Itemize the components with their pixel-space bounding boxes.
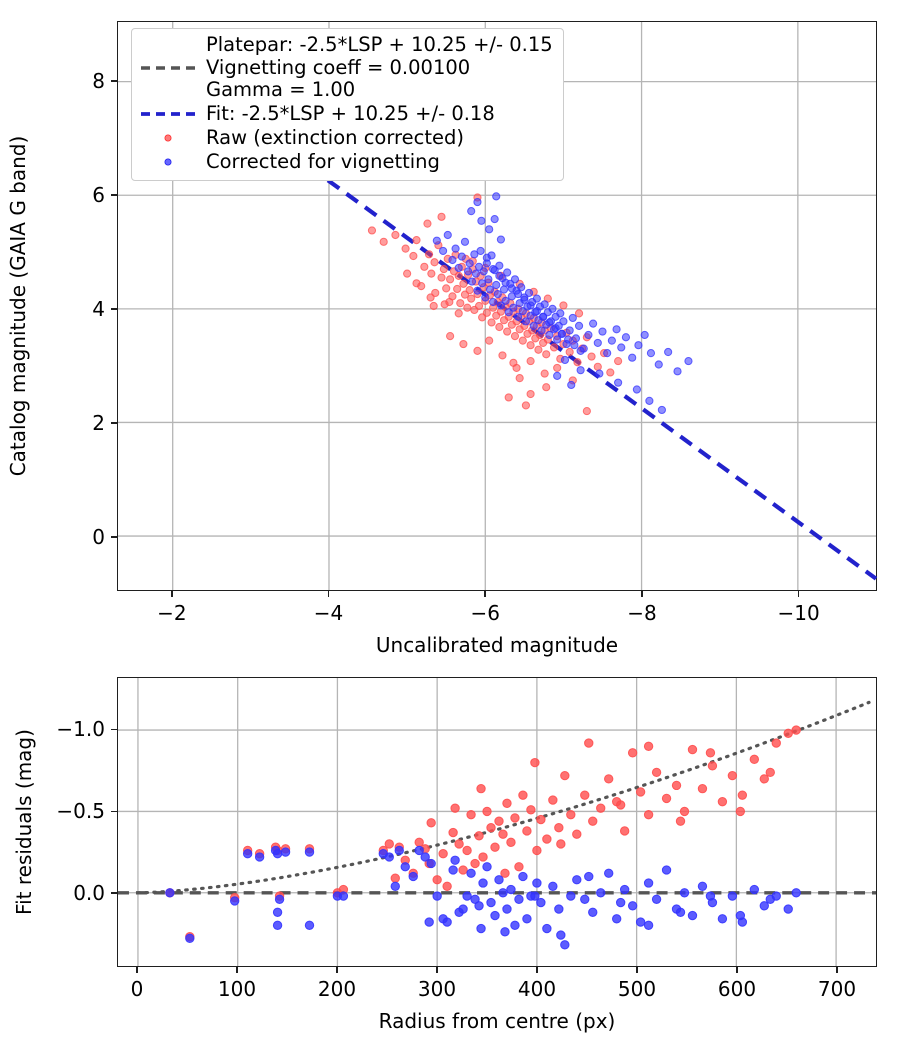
legend-label-fit: Fit: -2.5*LSP + 10.25 +/- 0.18 xyxy=(206,101,495,125)
legend-entry-raw: Raw (extinction corrected) xyxy=(139,126,553,150)
x-tickmark xyxy=(736,967,738,973)
x-tick-label: 500 xyxy=(617,977,657,1001)
x-tickmark xyxy=(536,967,538,973)
legend-box: Platepar: -2.5*LSP + 10.25 +/- 0.15 Vign… xyxy=(131,28,564,181)
fit-residuals-canvas xyxy=(118,678,876,966)
x-tickmark xyxy=(136,967,138,973)
x-tickmark xyxy=(484,591,487,597)
y-tick-label: 4 xyxy=(92,296,105,321)
legend-label-vignetting-coeff: Vignetting coeff = 0.00100 xyxy=(206,55,471,79)
x-axis-title: Radius from centre (px) xyxy=(378,1009,616,1033)
scatter-series xyxy=(165,845,801,950)
x-tickmark xyxy=(836,967,838,973)
y-tickmark xyxy=(111,536,117,538)
x-tickmark xyxy=(327,591,330,597)
legend-label-raw: Raw (extinction corrected) xyxy=(206,125,464,149)
x-tick-label: −8 xyxy=(627,601,657,625)
x-tick-label: 0 xyxy=(130,977,144,1001)
y-tickmark xyxy=(111,810,117,813)
x-tick-label: −2 xyxy=(157,601,187,625)
legend-label-corrected: Corrected for vignetting xyxy=(206,149,440,173)
x-tick-label: 200 xyxy=(317,977,357,1001)
y-tick-label: −0.5 xyxy=(56,799,105,824)
x-tick-label: 600 xyxy=(717,977,757,1001)
legend-label-platepar: Platepar: -2.5*LSP + 10.25 +/- 0.15 xyxy=(206,33,553,56)
legend-label-gamma: Gamma = 1.00 xyxy=(206,78,356,102)
y-tick-label: 6 xyxy=(92,182,105,207)
y-tickmark xyxy=(111,728,117,731)
x-tick-label: 100 xyxy=(217,977,257,1001)
red-dot-marker-icon xyxy=(139,127,197,149)
blue-dot-marker-icon xyxy=(139,151,197,173)
x-tickmark xyxy=(436,967,438,973)
y-tickmark xyxy=(111,194,117,196)
x-tickmark xyxy=(636,967,638,973)
x-tickmark xyxy=(236,967,238,973)
x-tickmark xyxy=(171,591,173,597)
x-tickmark xyxy=(336,967,338,973)
legend-entry-fit: Fit: -2.5*LSP + 10.25 +/- 0.18 xyxy=(139,102,553,126)
y-tick-label: 8 xyxy=(92,68,105,93)
legend-entry-corrected: Corrected for vignetting xyxy=(139,150,553,174)
x-tick-label: 400 xyxy=(517,977,557,1001)
x-tickmark xyxy=(641,591,643,597)
x-tickmark xyxy=(797,591,800,597)
y-tickmark xyxy=(111,308,117,310)
y-tickmark xyxy=(111,422,117,424)
x-tick-label: −10 xyxy=(777,601,820,625)
y-tick-label: 0.0 xyxy=(73,881,105,906)
y-axis-title: Fit residuals (mag) xyxy=(12,729,36,915)
x-tick-label: −4 xyxy=(313,601,344,625)
y-tick-label: −1.0 xyxy=(56,717,105,742)
dashed-grey-line-icon xyxy=(139,57,197,79)
x-tick-label: 700 xyxy=(817,977,857,1001)
x-axis-title: Uncalibrated magnitude xyxy=(375,633,619,657)
y-tickmark xyxy=(111,80,117,82)
y-axis-title: Catalog magnitude (GAIA G band) xyxy=(6,135,30,477)
scatter-series xyxy=(165,725,801,942)
fit-residuals-plot xyxy=(117,677,877,967)
y-tick-label: 0 xyxy=(92,524,105,549)
y-tickmark xyxy=(111,892,117,895)
x-tick-label: 300 xyxy=(417,977,457,1001)
dashed-blue-line-icon xyxy=(139,103,197,125)
y-tick-label: 2 xyxy=(92,410,105,435)
x-tick-label: −6 xyxy=(470,601,500,625)
scatter-series xyxy=(432,192,693,415)
legend-entry-platepar: Platepar: -2.5*LSP + 10.25 +/- 0.15 Vign… xyxy=(139,33,553,102)
